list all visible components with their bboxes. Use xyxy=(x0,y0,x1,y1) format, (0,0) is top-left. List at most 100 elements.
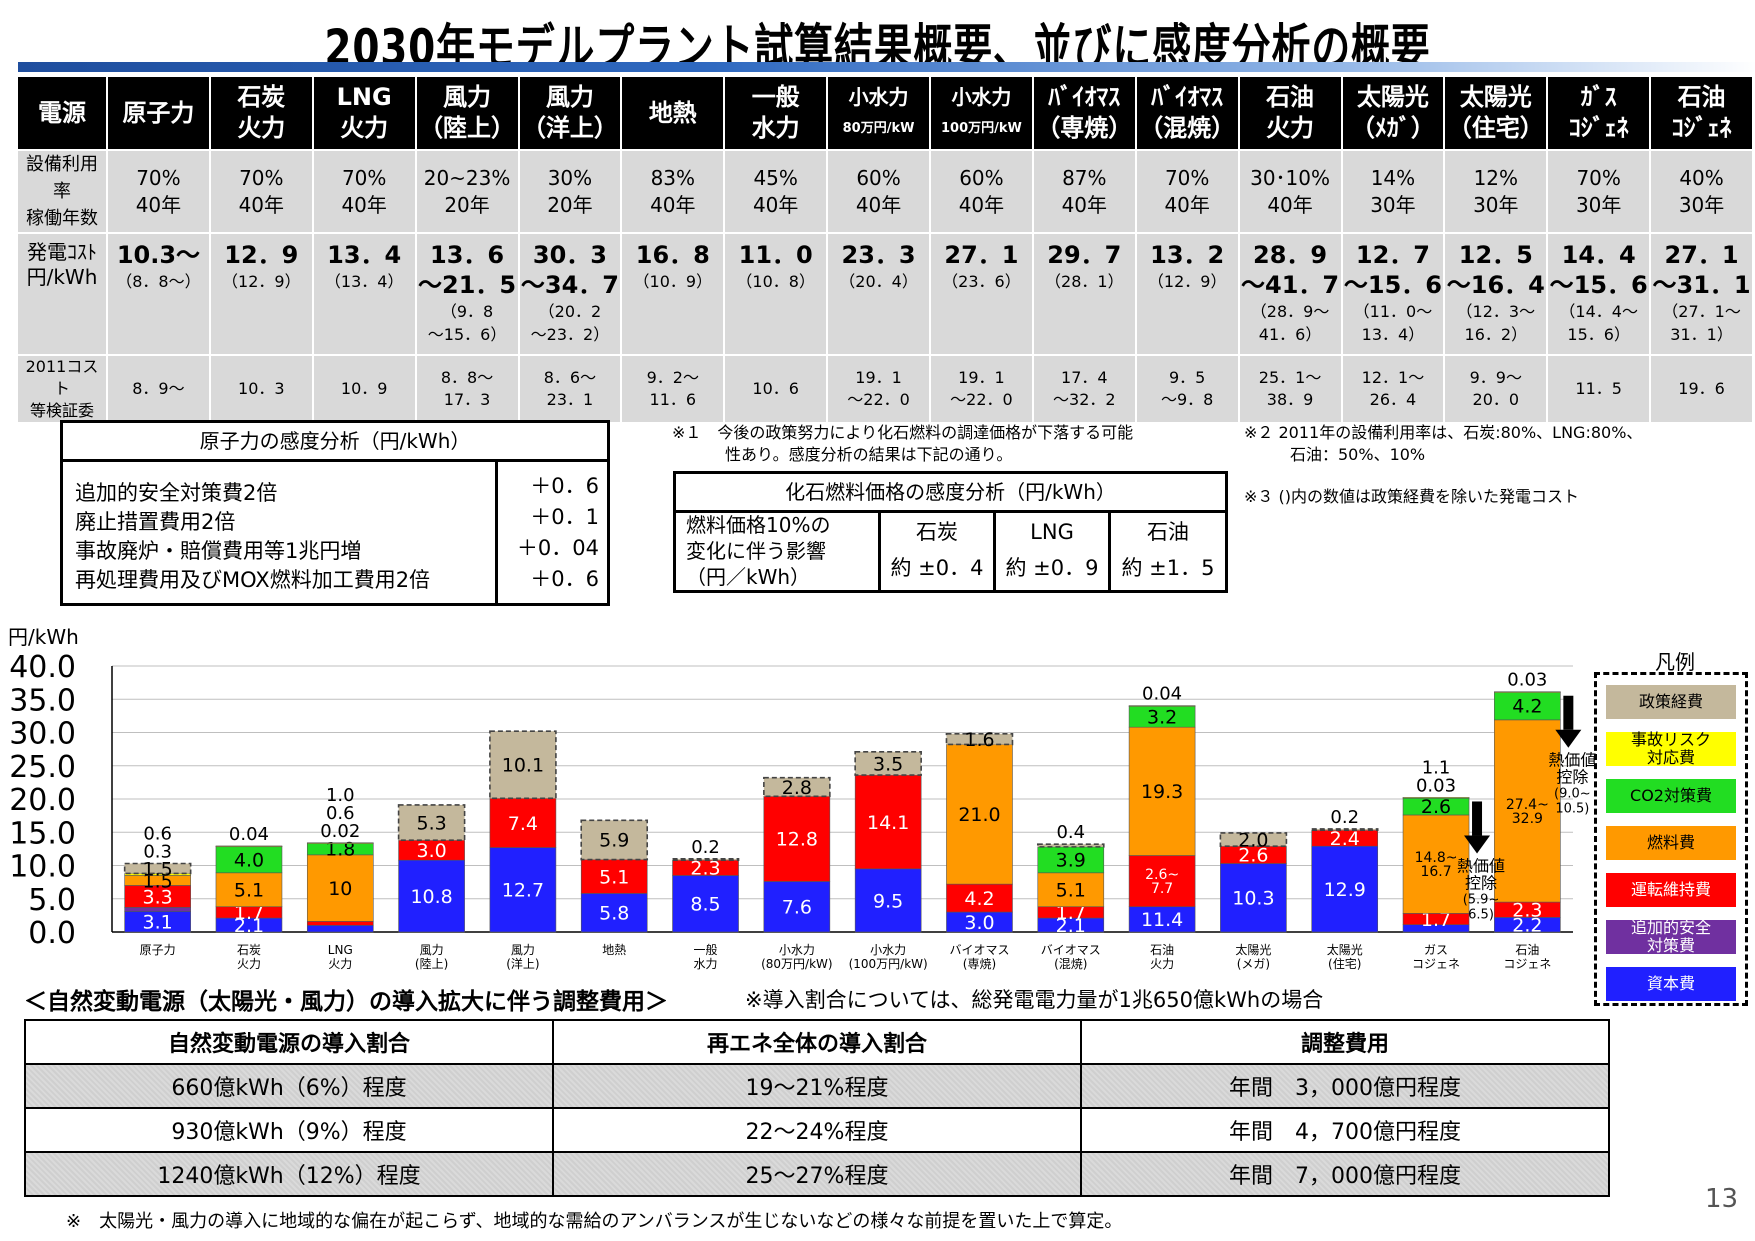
text-line: CO2対策費 xyxy=(1630,786,1712,805)
text-line: 30年 xyxy=(1370,192,1416,217)
fossil-cell-value: 約 ±1．5 xyxy=(1121,556,1215,580)
data-label: 0.02 xyxy=(320,821,360,842)
x-tick-line: 原子力 xyxy=(140,943,176,957)
text-line: 13．2 xyxy=(1150,241,1225,269)
note-1: ※１ 今後の政策努力により化石燃料の調達価格が下落する可能 性あり。感度分析の結… xyxy=(672,422,1133,466)
table-cell: 23．3 （20．4） xyxy=(826,232,931,356)
text-line: 8．8～ xyxy=(440,368,494,387)
data-label-line: 3.1 xyxy=(143,912,173,934)
bar-segment xyxy=(397,804,466,842)
data-label-line: 5.9 xyxy=(599,830,629,852)
data-label: 5.1 xyxy=(1056,880,1086,902)
text-line: 30．3 xyxy=(532,241,607,269)
bar-segment xyxy=(1219,832,1288,848)
text-line: 設備利用率 xyxy=(26,154,98,202)
data-label-line: 10 xyxy=(328,878,352,900)
text-line: 石油 xyxy=(1266,83,1315,111)
x-tick-line: (陸上) xyxy=(415,957,448,971)
data-label: 0.3 xyxy=(143,842,172,863)
table-cell: 40% 30年 xyxy=(1649,149,1754,234)
text-line: 太陽光 xyxy=(1459,83,1532,111)
legend-label: CO2対策費 xyxy=(1630,787,1712,805)
text-line: 30･10% xyxy=(1250,165,1331,190)
row-label: 発電ｺｽﾄ 円/kWh xyxy=(16,232,108,356)
y-tick-label: 30.0 xyxy=(9,717,76,752)
text-line: ﾊﾞｲｵﾏｽ xyxy=(1151,83,1224,111)
bar-segment xyxy=(1128,855,1196,908)
data-label: 3.5 xyxy=(873,753,903,775)
cost-row: 発電ｺｽﾄ 円/kWh 10.3～ （8．8～） 12．9 （12．9） 13．4 （13．4… xyxy=(16,232,1754,356)
table-cell: 12．5 ～16．4 （12．3～ 16．2） xyxy=(1443,232,1549,356)
text-line: ～16．4 xyxy=(1446,271,1545,299)
data-label-line: 2.6 xyxy=(1421,796,1451,818)
text-line: 30年 xyxy=(1575,192,1622,217)
data-label: 9.5 xyxy=(873,890,903,912)
legend-item: CO2対策費 xyxy=(1606,779,1736,813)
nuclear-sensitivity-values: ＋0．6 ＋0．1 ＋0．04 ＋0．6 xyxy=(495,459,607,603)
text-line: 70% xyxy=(1164,165,1210,190)
data-label-line: 2.3 xyxy=(690,858,720,880)
data-label-line: 3.5 xyxy=(873,753,903,775)
table-cell: 30．3 ～34．7 （20．2 ～23．2） xyxy=(517,232,623,356)
data-label-line: 2.1 xyxy=(234,915,264,937)
x-tick-label: バイオマス(専焼) xyxy=(949,943,1009,971)
table-cell: 8．9～ xyxy=(106,354,211,424)
text-line: 40年 xyxy=(1164,192,1210,217)
text-line: 資本費 xyxy=(1646,974,1695,993)
bar-segment xyxy=(1220,863,1287,933)
text-line: （洋上） xyxy=(521,114,618,142)
text-line: 火力 xyxy=(1266,114,1315,142)
data-label: 14.8~ 16.7 xyxy=(1415,850,1458,880)
source-header: 小水力 100万円/kW xyxy=(929,75,1034,151)
adjustment-heading: ＜自然変動電源（太陽光・風力）の導入拡大に伴う調整費用＞ xyxy=(24,989,668,1015)
data-label-line: 1.5 xyxy=(143,870,173,892)
text-line: 等検証委 xyxy=(29,401,94,420)
data-label-line: 5.1 xyxy=(599,866,629,888)
bar-segment xyxy=(580,893,648,933)
x-tick-line: (100万円/kW) xyxy=(849,957,928,971)
bar-segment xyxy=(580,859,648,894)
text-line: 19．6 xyxy=(1678,379,1725,398)
nuclear-item-label: 事故廃炉・賠償費用等1兆円増 xyxy=(75,539,362,563)
source-header: 風力 （洋上） xyxy=(517,75,623,151)
legend-item: 政策経費 xyxy=(1606,685,1736,719)
data-label: 0.04 xyxy=(229,824,269,845)
text-line: ～22．0 xyxy=(847,390,910,409)
nuclear-item-value: ＋0．04 xyxy=(516,536,599,560)
table-cell: 9．5 ～9．8 xyxy=(1134,354,1240,424)
bar-segment xyxy=(489,730,557,800)
x-tick-line: 地熱 xyxy=(602,943,626,957)
data-label: 0.2 xyxy=(1330,807,1359,828)
text-line: 41．6） xyxy=(1258,325,1322,344)
note-2-line: 石油：50%、10% xyxy=(1290,445,1426,464)
bar-segment xyxy=(763,796,831,882)
text-line: ～15．6 xyxy=(1549,271,1648,299)
bar-segment xyxy=(306,921,374,926)
text-line: 13．6 xyxy=(430,241,505,269)
source-header: 石油 ｺｼﾞｪﾈ xyxy=(1649,75,1754,151)
source-header: 小水力 80万円/kW xyxy=(826,75,931,151)
data-label: 2.6 xyxy=(1421,796,1451,818)
bar-segment xyxy=(946,883,1013,913)
bar-segment xyxy=(1402,814,1470,914)
data-label: 11.4 xyxy=(1141,909,1183,931)
bar-segment xyxy=(489,798,557,848)
table-cell: 10．6 xyxy=(723,354,829,424)
x-tick-label: 風力(洋上) xyxy=(506,943,539,971)
row-label: 2011コスト 等検証委 xyxy=(16,354,108,424)
text-line: 70% xyxy=(239,165,284,190)
table-cell: 9．9～ 20．0 xyxy=(1443,354,1549,424)
data-label: 4.0 xyxy=(234,849,264,871)
table-cell: 60% 40年 xyxy=(826,149,931,234)
data-label: 12.8 xyxy=(776,829,818,851)
data-label: 5.3 xyxy=(416,812,446,834)
annotation: 熱価値控除(9.0~ 10.5) xyxy=(1548,751,1596,817)
nuclear-item-label: 追加的安全対策費2倍 xyxy=(75,481,278,505)
data-label: 4.2 xyxy=(964,888,994,910)
data-label: 7.4 xyxy=(508,813,538,835)
text-line: （12．9） xyxy=(222,272,301,291)
x-tick-label: 石油火力 xyxy=(1150,943,1174,971)
annotation-line: (9.0~ xyxy=(1554,787,1591,802)
x-tick-label: 太陽光(住宅) xyxy=(1327,942,1363,971)
table-cell: 8．8～ 17．3 xyxy=(414,354,520,424)
